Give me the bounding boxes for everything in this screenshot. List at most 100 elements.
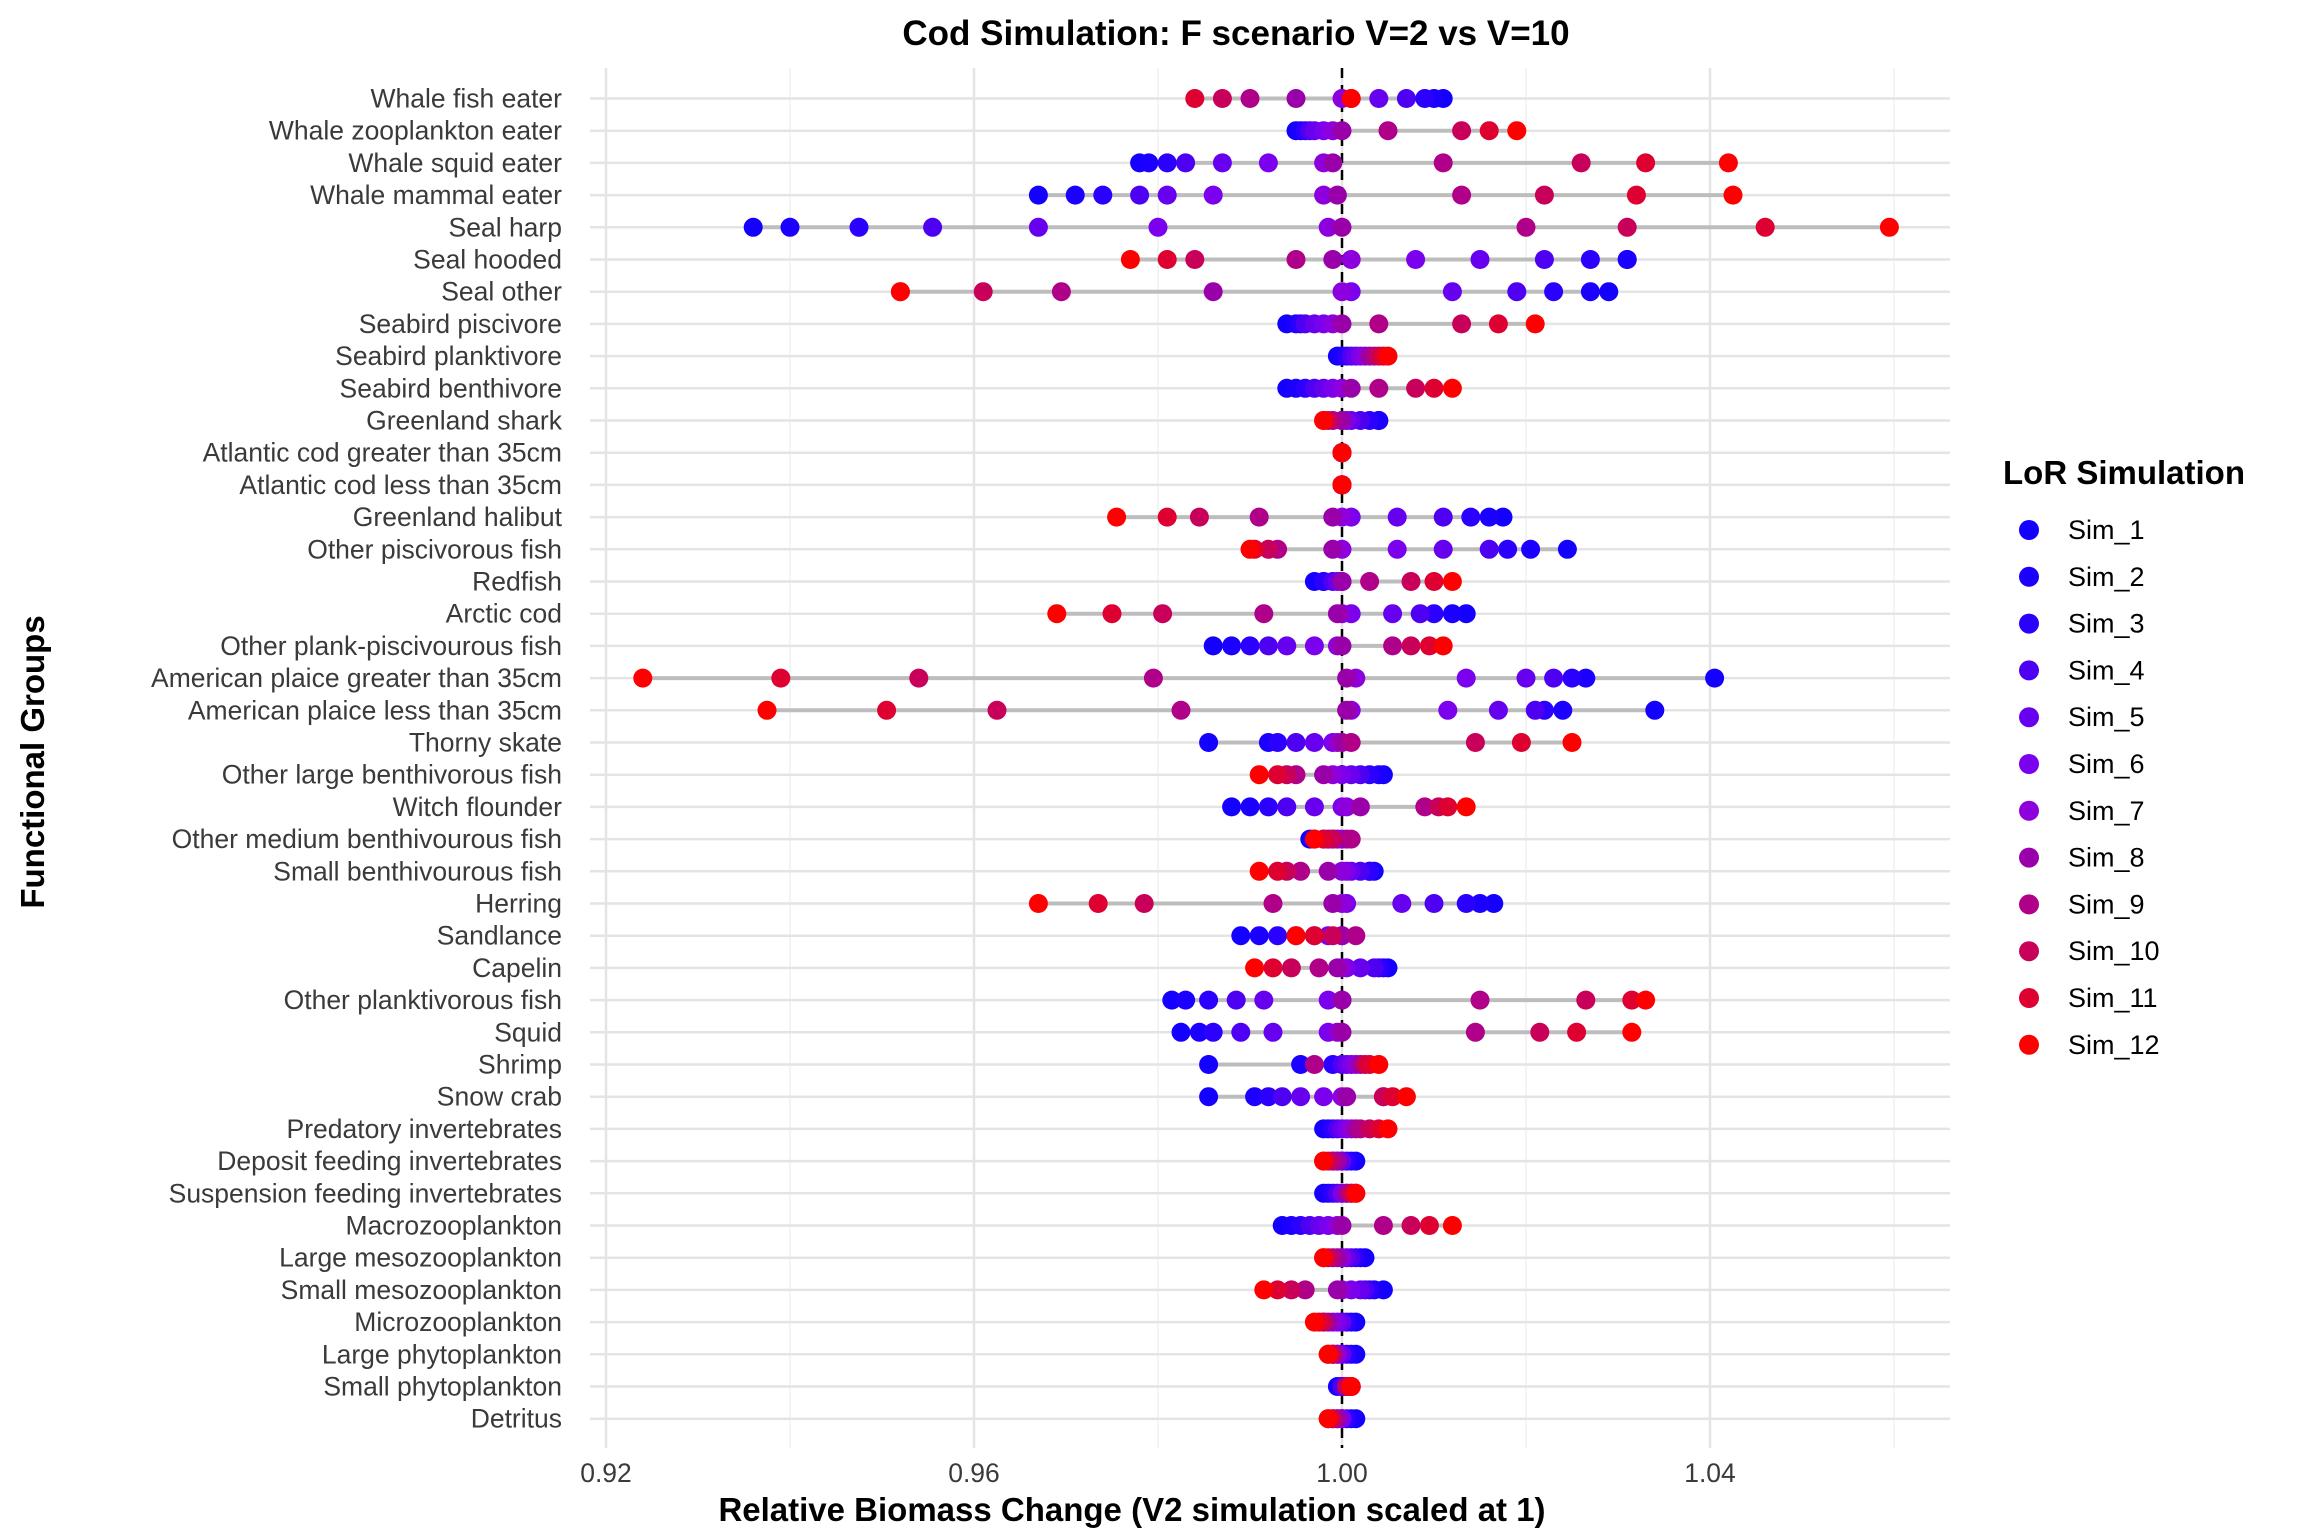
data-point [1286,733,1306,752]
data-point [1470,990,1490,1010]
data-point [1277,636,1297,656]
x-tick-label: 1.00 [1316,1458,1368,1488]
data-point [1442,604,1462,624]
data-point [1576,990,1596,1010]
data-point [1718,153,1738,173]
x-axis-title: Relative Biomass Change (V2 simulation s… [718,1491,1545,1528]
data-point [1493,507,1513,527]
data-point [1396,89,1416,108]
data-point [1530,1022,1550,1042]
data-point [1433,153,1453,173]
data-point [1346,926,1366,946]
data-point [1314,1248,1334,1268]
data-point [1383,604,1403,624]
data-point [1304,636,1324,656]
data-point [1295,1280,1315,1300]
data-point [1120,250,1140,269]
data-point [1337,1087,1357,1107]
data-point [1387,539,1407,559]
data-point [1755,217,1775,237]
category-label: Redfish [472,567,562,597]
category-label: Seal harp [449,212,562,242]
category-label: American plaice less than 35cm [188,695,562,725]
data-point [1314,411,1334,430]
data-point [1341,250,1361,269]
data-point [1240,89,1260,108]
data-point [1622,1022,1642,1042]
data-point [1203,282,1223,302]
data-point [1304,829,1324,849]
data-point [1318,990,1338,1010]
data-point [1521,539,1541,559]
data-point [1456,894,1476,913]
data-point [1465,733,1485,752]
data-point [1350,958,1370,978]
data-point [1392,894,1412,913]
data-point [923,217,943,237]
data-point [1130,185,1150,205]
data-point [1645,700,1665,720]
data-point [1341,829,1361,849]
data-point [1286,250,1306,269]
data-point [1383,1087,1403,1107]
data-point [1327,604,1347,624]
data-point [1332,475,1352,495]
data-point [1562,668,1582,688]
data-point [1507,282,1527,302]
data-point [1534,185,1554,205]
data-point [1318,1344,1338,1364]
data-point [1580,282,1600,302]
data-point [1369,1055,1389,1074]
data-point [1488,314,1508,334]
data-point [1332,121,1352,141]
legend-swatch [2019,988,2039,1008]
data-point [1291,1087,1311,1107]
data-point [1364,958,1384,978]
data-point [1304,1312,1324,1332]
data-point [1102,604,1122,624]
data-point [987,700,1007,720]
category-label: Predatory invertebrates [287,1114,562,1144]
data-point [1332,572,1352,591]
data-point [1360,572,1380,591]
data-point [1222,797,1242,817]
legend: LoR Simulation Sim_1 Sim_2 Sim_3 Sim_4 Sim_5… [2003,454,2245,1060]
data-point [1314,1151,1334,1171]
data-point [1314,765,1334,785]
legend-label: Sim_11 [2068,983,2158,1013]
legend-swatch [2019,800,2039,821]
category-label: Squid [494,1017,562,1047]
data-point [1318,861,1338,881]
data-point [1148,217,1168,237]
data-point [1599,282,1619,302]
data-point [1203,1022,1223,1042]
category-label: Snow crab [437,1082,562,1112]
category-label: Shrimp [478,1050,562,1080]
category-label: Whale zooplankton eater [269,116,562,146]
data-point [1143,668,1163,688]
data-point [1396,1087,1416,1107]
data-point [1332,1216,1352,1235]
data-point [1318,1409,1338,1429]
data-point [1369,378,1389,398]
data-point [780,217,800,237]
data-point [1286,926,1306,946]
x-tick-label: 0.96 [948,1458,1000,1488]
data-point [1249,765,1269,785]
data-point [1516,668,1536,688]
data-point [1199,1055,1219,1074]
data-point [1406,378,1426,398]
data-point [1189,1022,1209,1042]
data-point [1544,668,1564,688]
data-point [1456,604,1476,624]
data-point [1378,346,1398,366]
data-point [1327,958,1347,978]
category-label: Other medium benthivourous fish [172,824,562,854]
data-point [1268,926,1288,946]
data-point [1484,894,1504,913]
data-point [1263,958,1283,978]
data-point [1337,797,1357,817]
data-point [1465,1022,1485,1042]
